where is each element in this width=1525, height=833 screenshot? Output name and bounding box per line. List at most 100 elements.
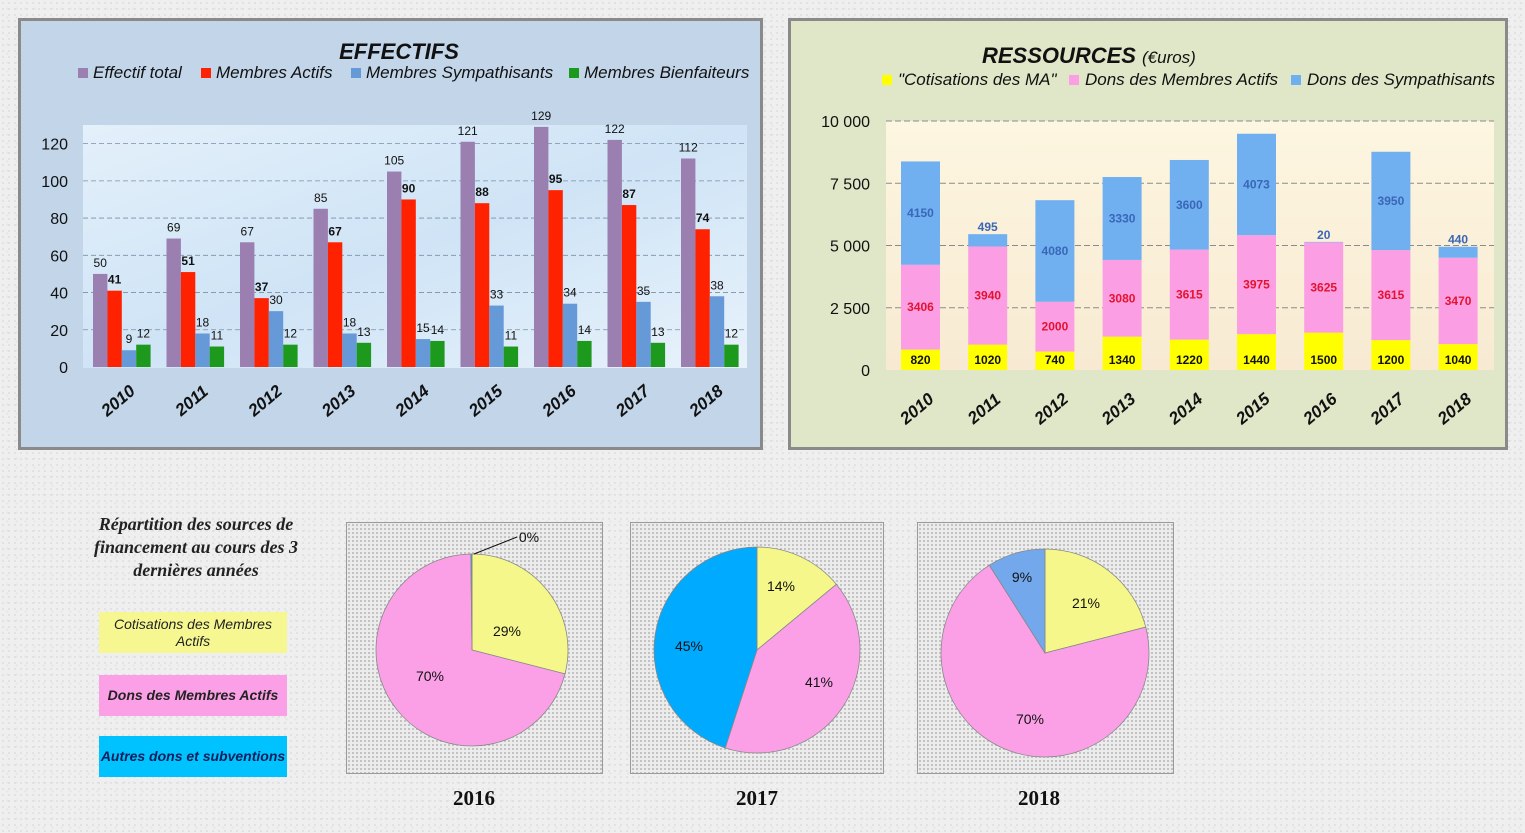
effectifs-value-label: 15 xyxy=(416,321,430,335)
effectifs-y-tick-label: 120 xyxy=(41,137,68,154)
effectifs-value-label: 95 xyxy=(549,172,563,186)
ressources-y-ticks: 0 2 500 5 000 7 500 10 000 xyxy=(821,114,870,380)
pie-chart-2017: 14% 41% 45% xyxy=(630,522,884,774)
legend-dons-membres-actifs: Dons des Membres Actifs xyxy=(99,675,287,716)
effectifs-y-tick-label: 80 xyxy=(50,211,68,228)
ressources-y-tick-label: 10 000 xyxy=(821,114,870,131)
ressources-x-label-2016: 2016 xyxy=(1299,389,1341,429)
effectifs-x-labels: 2010 2011 2012 2013 2014 2015 2016 2017 2018 xyxy=(97,380,727,421)
effectifs-x-label-2017: 2017 xyxy=(611,380,654,421)
ressources-x-label-2018: 2018 xyxy=(1433,389,1475,429)
effectifs-bar-2013-0 xyxy=(313,208,328,367)
repartition-caption: Répartition des sources de financement a… xyxy=(93,514,298,580)
effectifs-value-label: 41 xyxy=(108,273,122,287)
effectifs-value-label: 51 xyxy=(181,254,195,268)
ressources-x-label-2011: 2011 xyxy=(963,390,1004,429)
effectifs-bar-2012-2 xyxy=(268,311,284,367)
ressources-legend-label-1: Dons des Membres Actifs xyxy=(1085,70,1279,89)
effectifs-x-label-2015: 2015 xyxy=(464,381,506,421)
ressources-value-label: 1200 xyxy=(1378,353,1405,367)
effectifs-x-label-2011: 2011 xyxy=(171,382,212,421)
effectifs-bar-2010-0 xyxy=(93,273,108,367)
effectifs-value-label: 112 xyxy=(679,141,698,155)
ressources-bar-2017-2 xyxy=(1371,151,1411,251)
effectifs-value-label: 88 xyxy=(475,185,489,199)
pie-label-2017-1: 41% xyxy=(805,674,833,690)
ressources-x-label-2014: 2014 xyxy=(1164,389,1206,429)
effectifs-legend: Effectif total Membres Actifs Membres Symp… xyxy=(78,63,750,82)
pie-slice-2017-2 xyxy=(653,546,758,749)
effectifs-bar-2017-1 xyxy=(621,205,637,367)
effectifs-value-label: 13 xyxy=(357,325,371,339)
effectifs-legend-label-3: Membres Bienfaiteurs xyxy=(584,63,750,82)
ressources-bar-2011-1 xyxy=(968,246,1008,345)
effectifs-y-tick-label: 20 xyxy=(50,323,68,340)
effectifs-bar-2010-1 xyxy=(107,290,122,367)
ressources-bar-2017-1 xyxy=(1371,250,1411,341)
pie-2016-svg: 29% 70% 0% xyxy=(375,529,569,747)
ressources-bar-2014-0 xyxy=(1169,339,1209,370)
effectifs-legend-label-2: Membres Sympathisants xyxy=(366,63,554,82)
effectifs-value-label: 87 xyxy=(622,187,636,201)
effectifs-bar-2012-3 xyxy=(283,344,298,367)
effectifs-bar-2011-1 xyxy=(180,272,196,367)
pie-chart-2018: 21% 70% 9% xyxy=(917,522,1174,774)
effectifs-bar-2016-3 xyxy=(577,340,592,367)
effectifs-bar-2014-0 xyxy=(387,171,402,367)
pie-slice-2017-0 xyxy=(756,546,837,651)
effectifs-legend-label-0: Effectif total xyxy=(93,63,183,82)
effectifs-value-label: 35 xyxy=(637,284,651,298)
ressources-bar-2017-0 xyxy=(1371,340,1411,370)
effectifs-bar-2017-2 xyxy=(636,301,651,367)
effectifs-x-label-2012: 2012 xyxy=(244,381,286,421)
ressources-bar-2013-2 xyxy=(1102,177,1142,260)
effectifs-value-label: 14 xyxy=(578,323,592,337)
ressources-x-label-2013: 2013 xyxy=(1097,389,1139,429)
ressources-value-label: 4080 xyxy=(1042,244,1069,258)
effectifs-bar-2018-0 xyxy=(681,158,696,367)
effectifs-value-label: 13 xyxy=(651,325,665,339)
ressources-legend-swatch-0 xyxy=(882,75,892,85)
effectifs-bar-2017-3 xyxy=(650,342,666,367)
ressources-bar-2011-2 xyxy=(968,234,1008,247)
ressources-y-tick-label: 5 000 xyxy=(830,239,870,256)
ressources-bar-2018-2 xyxy=(1438,246,1478,258)
ressources-value-label: 820 xyxy=(910,353,930,367)
effectifs-bar-2017-0 xyxy=(607,139,622,367)
ressources-value-label: 1220 xyxy=(1176,353,1203,367)
ressources-value-label: 440 xyxy=(1448,233,1468,247)
effectifs-y-ticks: 0 20 40 60 80 100 120 xyxy=(41,137,68,377)
effectifs-value-label: 105 xyxy=(384,154,404,168)
ressources-value-label: 20 xyxy=(1317,228,1331,242)
effectifs-x-label-2016: 2016 xyxy=(538,381,580,421)
ressources-y-tick-label: 0 xyxy=(861,363,870,380)
ressources-x-label-2017: 2017 xyxy=(1366,388,1409,429)
effectifs-bar-2015-2 xyxy=(489,305,504,367)
pie-label-2018-2: 9% xyxy=(1012,569,1032,585)
ressources-value-label: 1500 xyxy=(1310,353,1337,367)
ressources-chart-panel: RESSOURCES (€uros) "Cotisations des MA" D… xyxy=(788,18,1508,450)
ressources-legend-label-2: Dons des Sympathisants xyxy=(1307,70,1496,89)
effectifs-bar-2018-1 xyxy=(695,229,710,367)
effectifs-title: EFFECTIFS xyxy=(339,39,459,64)
effectifs-value-label: 69 xyxy=(167,221,181,235)
effectifs-legend-swatch-1 xyxy=(201,68,211,78)
ressources-value-label: 3975 xyxy=(1243,278,1270,292)
ressources-value-label: 3615 xyxy=(1378,288,1405,302)
ressources-value-label: 1020 xyxy=(974,353,1001,367)
pie-year-2018: 2018 xyxy=(1018,786,1060,810)
ressources-bar-2018-0 xyxy=(1438,344,1478,370)
ressources-value-label: 3330 xyxy=(1109,211,1136,225)
ressources-value-label: 3940 xyxy=(974,289,1001,303)
effectifs-bar-2015-1 xyxy=(474,203,490,367)
effectifs-bar-2016-0 xyxy=(534,126,549,367)
ressources-value-label: 3615 xyxy=(1176,288,1203,302)
effectifs-bar-2018-3 xyxy=(724,344,739,367)
pie-2017-svg: 14% 41% 45% xyxy=(653,546,861,754)
effectifs-bar-2018-2 xyxy=(709,296,725,367)
effectifs-value-label: 34 xyxy=(563,286,577,300)
effectifs-value-label: 33 xyxy=(490,288,504,302)
ressources-bar-2013-0 xyxy=(1102,336,1142,370)
ressources-bar-2010-2 xyxy=(901,161,940,265)
